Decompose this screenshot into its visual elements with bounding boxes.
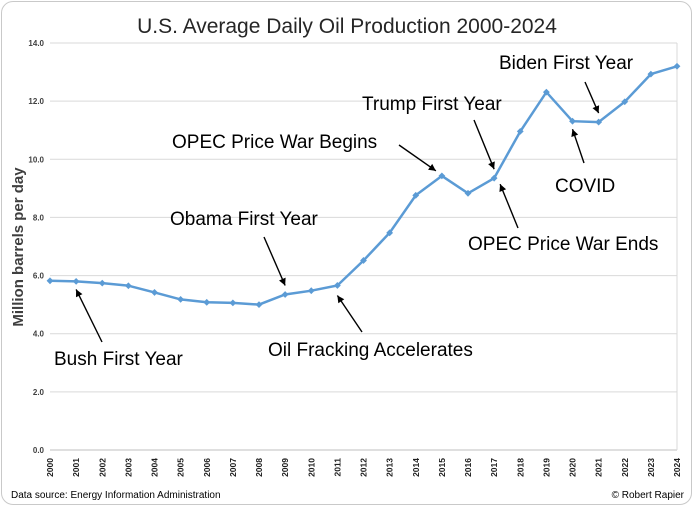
x-tick-label: 2001 — [71, 458, 81, 477]
x-tick-label: 2024 — [672, 458, 682, 477]
x-tick-label: 2014 — [411, 458, 421, 477]
x-tick-label: 2015 — [437, 458, 447, 477]
data-source-note: Data source: Energy Information Administ… — [11, 490, 221, 501]
data-point-2017 — [490, 174, 498, 182]
data-point-2007 — [229, 299, 237, 307]
x-tick-label: 2003 — [123, 458, 133, 477]
y-tick-label: 12.0 — [28, 97, 44, 106]
x-tick-label: 2022 — [620, 458, 630, 477]
data-point-2005 — [177, 296, 185, 303]
x-tick-label: 2012 — [359, 458, 369, 477]
x-tick-label: 2021 — [594, 458, 604, 477]
x-tick-label: 2017 — [489, 458, 499, 477]
data-point-2013 — [386, 229, 394, 237]
y-tick-labels: 0.0 2.0 4.0 6.0 8.0 10.0 12.0 14.0 — [28, 39, 44, 455]
data-point-2014 — [412, 191, 420, 199]
data-point-2008 — [255, 301, 263, 309]
data-point-2002 — [98, 279, 106, 287]
x-tick-label: 2011 — [332, 458, 342, 477]
annotation-label: Bush First Year — [54, 349, 184, 370]
y-tick-label: 0.0 — [33, 446, 45, 455]
data-point-2012 — [360, 257, 367, 264]
data-point-2003 — [124, 282, 132, 290]
annotations: Bush First Year Obama First Year Oil Frack… — [54, 53, 658, 370]
x-tick-label: 2019 — [541, 458, 551, 477]
x-tick-label: 2013 — [385, 458, 395, 477]
annotation-label: Trump First Year — [362, 94, 502, 115]
y-axis-label: Million barrels per day — [10, 167, 27, 327]
annotation-label: Biden First Year — [499, 53, 634, 74]
y-tick-label: 8.0 — [33, 213, 45, 222]
data-point-2000 — [46, 277, 54, 285]
annotation-arrow — [473, 119, 495, 170]
copyright-credit: © Robert Rapier — [612, 490, 685, 501]
arrowhead — [279, 277, 286, 286]
data-point-2019 — [542, 88, 550, 96]
x-tick-label: 2010 — [306, 458, 316, 477]
annotation-arrow — [398, 144, 437, 172]
data-point-2006 — [203, 298, 211, 306]
arrowhead — [337, 295, 345, 304]
x-tick-label: 2007 — [228, 458, 238, 477]
arrowhead — [499, 184, 507, 193]
y-tick-label: 10.0 — [28, 155, 44, 164]
annotation-arrow — [263, 236, 286, 286]
x-tick-label: 2016 — [463, 458, 473, 477]
data-point-2011 — [333, 282, 341, 289]
data-markers — [46, 62, 681, 309]
arrowhead — [592, 105, 600, 114]
x-tick-label: 2000 — [45, 458, 55, 477]
data-point-2020 — [569, 117, 576, 125]
arrowhead — [488, 161, 495, 170]
data-point-2022 — [621, 98, 629, 106]
x-tick-label: 2002 — [97, 458, 107, 477]
data-point-2023 — [647, 70, 655, 78]
x-tick-label: 2004 — [150, 458, 160, 477]
arrowhead — [75, 289, 83, 298]
annotation-arrows — [75, 81, 600, 343]
gridlines — [50, 42, 678, 451]
data-point-2009 — [281, 291, 289, 298]
x-tick-label: 2023 — [646, 458, 656, 477]
data-point-2024 — [673, 62, 681, 70]
data-point-2016 — [464, 189, 472, 197]
y-tick-label: 2.0 — [33, 388, 45, 397]
data-point-2001 — [72, 277, 80, 285]
data-point-2010 — [307, 287, 315, 295]
data-point-2004 — [151, 289, 158, 296]
y-tick-label: 4.0 — [33, 330, 45, 339]
annotation-label: COVID — [555, 176, 615, 197]
annotation-arrow — [75, 289, 103, 343]
x-tick-label: 2020 — [568, 458, 578, 477]
annotation-label: OPEC Price War Ends — [468, 234, 658, 255]
annotation-label: Obama First Year — [170, 209, 319, 230]
x-tick-label: 2006 — [202, 458, 212, 477]
x-tick-label: 2005 — [176, 458, 186, 477]
arrowhead — [428, 163, 436, 171]
annotation-label: Oil Fracking Accelerates — [268, 340, 473, 361]
x-tick-label: 2009 — [280, 458, 290, 477]
data-point-2015 — [438, 172, 446, 180]
chart-title: U.S. Average Daily Oil Production 2000-2… — [137, 15, 557, 38]
annotation-arrow — [499, 183, 519, 229]
annotation-arrow — [336, 295, 363, 333]
data-point-2018 — [516, 127, 524, 135]
annotation-label: OPEC Price War Begins — [172, 132, 377, 153]
data-point-2021 — [595, 118, 603, 126]
x-tick-label: 2018 — [515, 458, 525, 477]
y-tick-label: 14.0 — [28, 39, 44, 48]
x-tick-label: 2008 — [254, 458, 264, 477]
y-tick-label: 6.0 — [33, 272, 45, 281]
x-tick-labels: 2000 2001 2002 2003 2004 2005 2006 2007 2008 2009… — [45, 458, 682, 477]
arrowhead — [571, 129, 579, 137]
